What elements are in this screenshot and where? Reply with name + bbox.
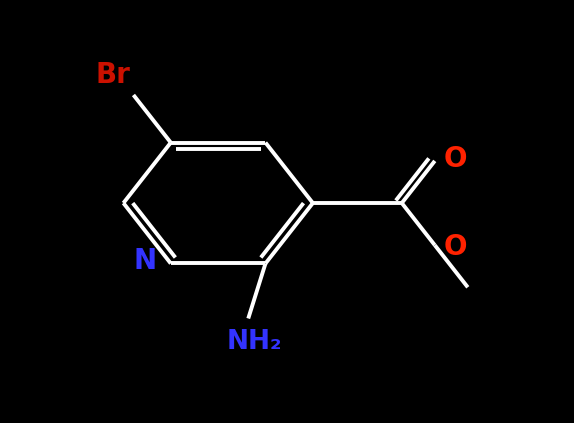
Text: NH₂: NH₂ — [226, 329, 282, 355]
Text: O: O — [444, 233, 467, 261]
Text: Br: Br — [96, 60, 131, 89]
Text: O: O — [444, 145, 467, 173]
Text: N: N — [133, 247, 156, 275]
